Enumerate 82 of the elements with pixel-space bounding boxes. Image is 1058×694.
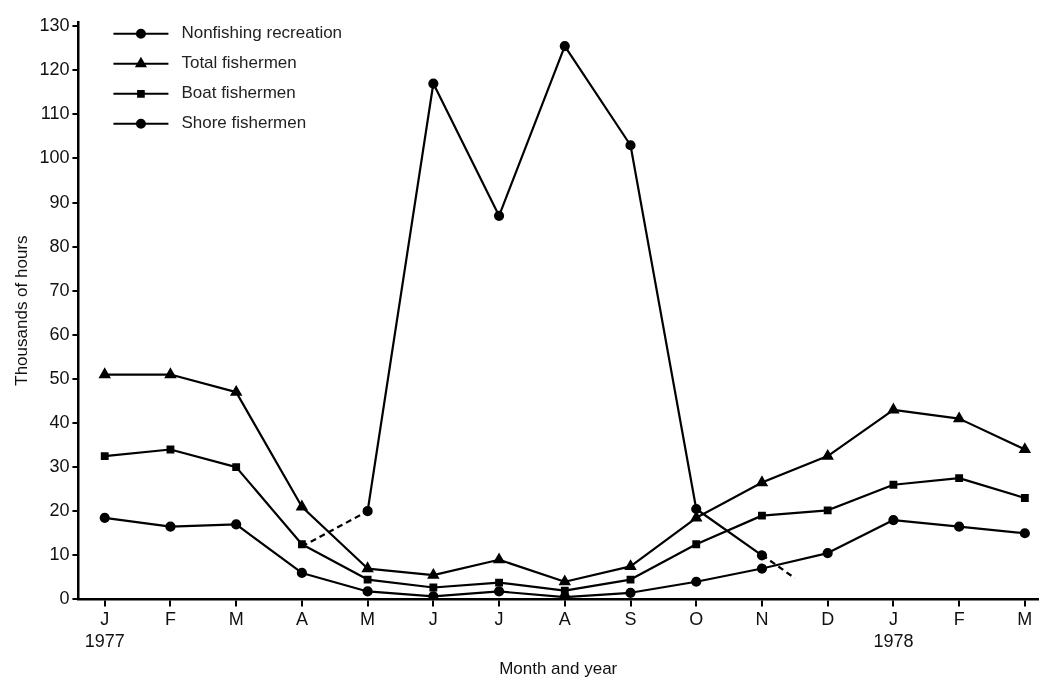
point bbox=[230, 386, 242, 396]
point bbox=[954, 521, 965, 532]
x-tick-label: N bbox=[755, 609, 769, 630]
point bbox=[955, 474, 964, 483]
x-tick-label: A bbox=[295, 609, 308, 630]
x-tick-label: O bbox=[689, 609, 704, 630]
point bbox=[493, 586, 505, 597]
point bbox=[165, 368, 176, 379]
point bbox=[559, 575, 571, 586]
point bbox=[889, 480, 898, 489]
point bbox=[297, 540, 306, 549]
point bbox=[625, 560, 636, 570]
point bbox=[758, 511, 766, 520]
point bbox=[362, 562, 374, 573]
legend-label: Boat fishermen bbox=[181, 83, 296, 103]
y-tick-label: 70 bbox=[49, 279, 70, 300]
point bbox=[756, 476, 768, 487]
x-tick-label: M bbox=[1017, 609, 1033, 630]
point bbox=[691, 576, 702, 587]
point bbox=[888, 514, 899, 526]
point bbox=[296, 500, 308, 511]
x-tick-label: J 1978 bbox=[873, 609, 914, 651]
point bbox=[822, 450, 834, 460]
point bbox=[1019, 528, 1030, 539]
y-tick-label: 50 bbox=[49, 367, 70, 388]
point bbox=[1019, 443, 1031, 454]
point bbox=[559, 40, 570, 52]
point bbox=[362, 506, 373, 517]
y-tick-label: 80 bbox=[49, 235, 70, 256]
point bbox=[822, 548, 833, 559]
point bbox=[99, 512, 110, 523]
point bbox=[165, 521, 176, 532]
point bbox=[625, 140, 636, 151]
point bbox=[296, 567, 307, 579]
point bbox=[691, 503, 702, 515]
y-axis-title: Thousands of hours bbox=[11, 235, 31, 386]
x-tick-label: F bbox=[164, 609, 176, 630]
x-tick-label: F bbox=[953, 609, 965, 630]
point bbox=[362, 586, 373, 597]
legend-label: Shore fishermen bbox=[181, 113, 307, 133]
point bbox=[427, 569, 439, 579]
point bbox=[560, 586, 569, 595]
y-tick-label: 60 bbox=[49, 323, 70, 344]
y-tick-label: 90 bbox=[49, 191, 70, 212]
point bbox=[625, 587, 636, 598]
point bbox=[823, 506, 832, 515]
y-tick-label: 120 bbox=[39, 59, 70, 80]
legend-label: Total fishermen bbox=[181, 53, 297, 73]
y-tick-label: 30 bbox=[49, 456, 70, 477]
y-tick-label: 100 bbox=[39, 147, 70, 168]
point bbox=[1020, 494, 1029, 502]
point bbox=[887, 403, 899, 414]
y-tick-label: 40 bbox=[49, 412, 70, 432]
x-axis-title: Month and year bbox=[499, 659, 618, 679]
point bbox=[953, 412, 965, 423]
x-tick-label: J 1977 bbox=[84, 609, 125, 651]
x-tick-label: J bbox=[494, 609, 504, 630]
point bbox=[756, 563, 768, 574]
point bbox=[100, 452, 109, 461]
point bbox=[99, 368, 111, 379]
x-tick-label: S bbox=[624, 609, 637, 630]
point bbox=[692, 540, 701, 549]
point bbox=[232, 463, 241, 472]
point bbox=[493, 553, 505, 564]
point bbox=[363, 575, 372, 584]
x-tick-label: D bbox=[821, 609, 835, 630]
x-tick-label: A bbox=[558, 609, 571, 630]
point bbox=[495, 578, 503, 587]
x-tick-label: M bbox=[228, 609, 244, 630]
y-tick-label: 0 bbox=[59, 588, 70, 609]
point bbox=[429, 583, 438, 592]
y-tick-label: 20 bbox=[49, 500, 70, 521]
legend-label: Nonfishing recreation bbox=[181, 23, 343, 43]
x-tick-label: M bbox=[360, 609, 376, 630]
y-tick-label: 10 bbox=[49, 544, 70, 565]
x-tick-label: J bbox=[428, 609, 438, 630]
point bbox=[231, 519, 242, 530]
point bbox=[493, 210, 505, 221]
y-tick-label: 130 bbox=[39, 15, 70, 36]
point bbox=[756, 550, 768, 561]
point bbox=[428, 78, 439, 89]
y-tick-label: 110 bbox=[40, 103, 70, 124]
